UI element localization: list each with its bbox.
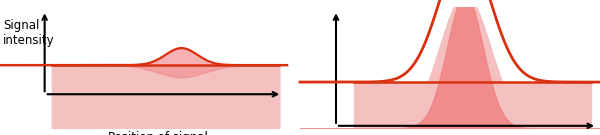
Text: Signal
intensity: Signal intensity — [3, 19, 55, 47]
Text: Position of signal: Position of signal — [109, 131, 208, 135]
